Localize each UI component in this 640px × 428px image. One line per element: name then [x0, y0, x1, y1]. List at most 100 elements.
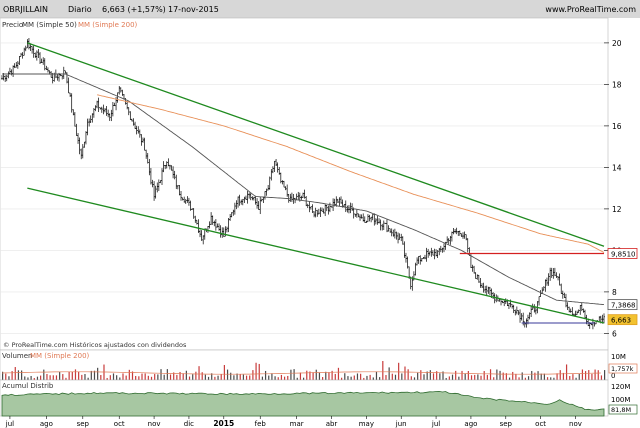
volume-bar	[166, 369, 168, 380]
price-grid	[0, 42, 608, 334]
volume-bar	[575, 377, 577, 380]
volume-bar	[87, 377, 89, 380]
volume-bar	[27, 377, 29, 380]
volume-bar	[264, 370, 267, 380]
legend-accum: Acumul Distrib	[2, 382, 54, 390]
x-tick-label: dic	[184, 420, 194, 428]
volume-bar	[182, 373, 184, 380]
volume-bar	[306, 370, 308, 380]
volume-bar	[325, 371, 327, 380]
channel-lower-line	[27, 187, 605, 324]
volume-ma-line	[1, 371, 601, 375]
x-tick-label: jul	[431, 420, 440, 428]
y-tick-label: 6	[612, 329, 617, 338]
x-axis: jul ago sep oct nov dic 2015 feb mar abr may jun jul…	[5, 416, 582, 428]
volume-bar	[508, 377, 511, 380]
volume-bar	[344, 373, 346, 380]
volume-bar	[569, 376, 571, 380]
volume-bar	[268, 375, 270, 380]
volume-bar	[252, 370, 254, 380]
volume-bar	[432, 373, 435, 380]
volume-bar	[100, 375, 102, 380]
source-note: © ProRealTime.com Históricos ajustados c…	[3, 341, 187, 349]
volume-bar	[341, 377, 343, 380]
volume-bar	[211, 373, 213, 380]
x-tick-label: sep	[500, 420, 513, 428]
x-tick-label: mar	[290, 420, 304, 428]
price-tag-label: 9,8510	[611, 250, 636, 258]
volume-bar	[334, 373, 336, 380]
volume-bar	[188, 376, 191, 380]
volume-bar	[90, 370, 92, 380]
volume-bar	[322, 377, 324, 380]
volume-bar	[46, 373, 48, 380]
x-tick-label: abr	[326, 420, 338, 428]
volume-bar	[68, 371, 70, 380]
volume-bar	[249, 375, 251, 380]
volume-bar	[40, 375, 42, 380]
volume-bar	[337, 367, 340, 380]
volume-bar	[467, 371, 469, 380]
volume-bar	[461, 370, 463, 380]
volume-bar	[154, 374, 156, 380]
y-tick-label: 12	[612, 205, 622, 214]
legend-volume-ma: MM (Simple 200)	[30, 352, 90, 360]
accum-area	[1, 390, 605, 417]
accum-ytick-120m: 120M	[611, 383, 630, 391]
volume-bar	[36, 376, 39, 380]
volume-bar	[138, 376, 140, 380]
volume-bar	[398, 362, 400, 380]
volume-bar	[81, 374, 83, 380]
volume-ytick-10m: 10M	[611, 353, 626, 361]
volume-bar	[429, 370, 431, 380]
legend-volume: Volumen	[2, 352, 32, 360]
volume-bar	[404, 366, 406, 380]
legend-price: Precio	[2, 21, 23, 29]
volume-bar	[531, 370, 533, 380]
volume-bar	[49, 375, 51, 380]
volume-bar	[565, 364, 568, 380]
volume-bar	[350, 376, 352, 380]
volume-bar	[157, 374, 159, 380]
volume-bar	[363, 377, 365, 380]
volume-bar	[303, 377, 305, 380]
price-tag	[607, 314, 638, 326]
volume-bar	[14, 367, 16, 380]
volume-bar	[299, 372, 302, 380]
x-tick-label: ago	[464, 420, 477, 428]
x-tick-label: feb	[255, 420, 267, 428]
volume-bar	[242, 374, 244, 380]
volume-bar	[223, 365, 225, 380]
volume-bar	[375, 371, 378, 380]
volume-bar	[150, 376, 153, 380]
volume-bar	[550, 377, 552, 380]
volume-bar	[540, 373, 542, 380]
volume-bar	[505, 373, 507, 380]
volume-bar	[293, 369, 295, 380]
price-tag-label: 7,3868	[611, 302, 636, 310]
price-tags: 9,8510 7,3868 6,663	[607, 248, 638, 326]
volume-bar	[347, 376, 349, 380]
volume-bar	[496, 369, 498, 380]
volume-bar	[255, 362, 257, 380]
volume-bar	[233, 375, 235, 380]
volume-bar	[537, 371, 539, 380]
volume-bar	[480, 375, 482, 380]
volume-bar	[131, 371, 134, 380]
volume-bar	[581, 369, 584, 380]
volume-bar	[413, 377, 416, 380]
volume-bar	[239, 374, 241, 380]
volume-bar	[372, 377, 374, 380]
volume-bar	[141, 373, 143, 380]
volume-bar	[220, 374, 222, 380]
volume-bar	[360, 373, 362, 380]
volume-bar	[169, 374, 172, 380]
volume-bar	[515, 373, 517, 380]
volume-bar	[230, 372, 232, 380]
volume-bar	[489, 369, 492, 380]
volume-bar	[553, 377, 555, 380]
volume-value-label: 1,757k	[611, 365, 634, 373]
volume-bar	[296, 377, 298, 380]
volume-bar	[483, 371, 485, 380]
volume-bar	[144, 373, 146, 380]
